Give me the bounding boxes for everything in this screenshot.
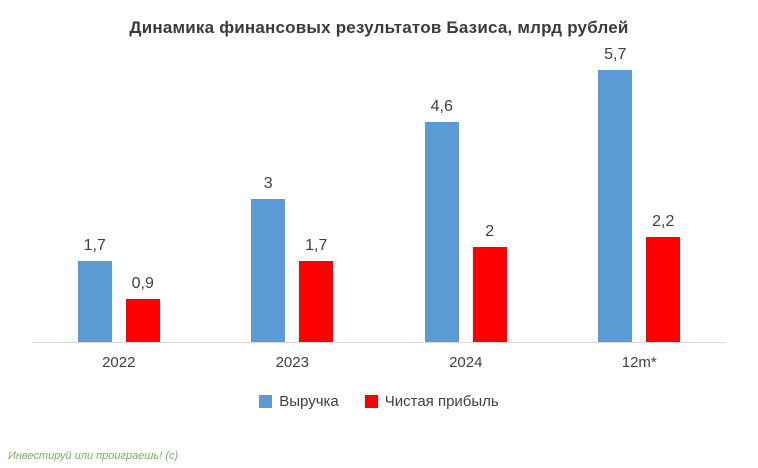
bar-with-label: 2,2 [646, 213, 681, 342]
legend: Выручка Чистая прибыль [0, 393, 758, 410]
legend-label: Чистая прибыль [384, 393, 499, 410]
bar-net-profit [299, 261, 334, 342]
legend-item-net-profit: Чистая прибыль [364, 393, 499, 410]
bar-value-label: 0,9 [131, 275, 154, 292]
bar-net-profit [646, 237, 681, 342]
bar-group: 4,6 2 [379, 98, 553, 342]
legend-item-revenue: Выручка [259, 393, 339, 410]
bar-with-label: 2 [472, 223, 507, 342]
bar-value-label: 5,7 [604, 46, 627, 63]
legend-swatch [364, 395, 378, 408]
bar-revenue [77, 261, 112, 342]
bar-with-label: 4,6 [424, 98, 459, 342]
legend-swatch [259, 395, 273, 408]
legend-label: Выручка [279, 393, 339, 410]
x-axis-labels: 2022 2023 2024 12m* [32, 343, 726, 371]
bar-revenue [598, 70, 633, 342]
bar-value-label: 2 [485, 223, 495, 240]
bar-with-label: 3 [251, 175, 286, 342]
bar-group: 3 1,7 [206, 175, 380, 342]
bar-with-label: 1,7 [299, 237, 334, 342]
x-tick-label: 2022 [102, 354, 136, 371]
bar-net-profit [125, 299, 160, 342]
bar-revenue [424, 122, 459, 342]
bar-group: 5,7 2,2 [553, 46, 727, 342]
bar-net-profit [472, 247, 507, 342]
bar-group: 1,7 0,9 [32, 237, 206, 342]
plot-area: 1,7 0,9 3 1,7 4,6 2 5,7 2,2 [32, 42, 726, 343]
chart-title: Динамика финансовых результатов Базиса, … [129, 18, 629, 37]
bar-with-label: 5,7 [598, 46, 633, 342]
bar-value-label: 1,7 [83, 237, 106, 254]
bar-with-label: 0,9 [125, 275, 160, 342]
x-tick-label: 12m* [621, 354, 657, 371]
bar-with-label: 1,7 [77, 237, 112, 342]
x-tick-label: 2024 [449, 354, 483, 371]
bar-value-label: 3 [263, 175, 273, 192]
bar-value-label: 4,6 [430, 98, 453, 115]
bar-revenue [251, 199, 286, 342]
x-tick-label: 2023 [275, 354, 309, 371]
bar-value-label: 2,2 [652, 213, 675, 230]
watermark: Инвестируй или проиграешь! (с) [8, 450, 179, 462]
bar-value-label: 1,7 [305, 237, 328, 254]
